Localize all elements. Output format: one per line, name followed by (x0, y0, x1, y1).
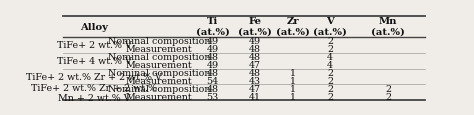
Text: 2: 2 (327, 37, 333, 46)
Text: Measurement: Measurement (126, 45, 192, 54)
Text: V
(at.%): V (at.%) (313, 17, 347, 36)
Text: TiFe+ 2 wt.% Zr + 2 wt.%
Mn + 2 wt.% V: TiFe+ 2 wt.% Zr + 2 wt.% Mn + 2 wt.% V (31, 83, 157, 102)
Text: Nominal composition: Nominal composition (108, 84, 210, 93)
Text: 4: 4 (327, 60, 333, 69)
Text: 48: 48 (249, 53, 261, 62)
Text: 48: 48 (207, 68, 219, 77)
Text: 2: 2 (327, 92, 333, 101)
Text: 43: 43 (249, 76, 261, 85)
Text: 48: 48 (249, 45, 261, 54)
Text: 47: 47 (249, 84, 261, 93)
Text: 2: 2 (327, 68, 333, 77)
Text: Alloy: Alloy (80, 22, 108, 31)
Text: Zr
(at.%): Zr (at.%) (275, 17, 310, 36)
Text: 41: 41 (249, 92, 261, 101)
Text: Ti
(at.%): Ti (at.%) (196, 17, 229, 36)
Text: 48: 48 (249, 68, 261, 77)
Text: Measurement: Measurement (126, 76, 192, 85)
Text: 2: 2 (327, 45, 333, 54)
Text: 49: 49 (207, 45, 219, 54)
Text: 1: 1 (290, 84, 295, 93)
Text: Nominal composition: Nominal composition (108, 68, 210, 77)
Text: 2: 2 (385, 84, 391, 93)
Text: 48: 48 (207, 53, 219, 62)
Text: 2: 2 (327, 76, 333, 85)
Text: 47: 47 (249, 60, 261, 69)
Text: 48: 48 (207, 84, 219, 93)
Text: Measurement: Measurement (126, 92, 192, 101)
Text: Nominal composition: Nominal composition (108, 53, 210, 62)
Text: TiFe+ 4 wt.% V: TiFe+ 4 wt.% V (57, 57, 132, 65)
Text: 1: 1 (290, 68, 295, 77)
Text: 2: 2 (385, 92, 391, 101)
Text: 53: 53 (207, 92, 219, 101)
Text: 1: 1 (290, 76, 295, 85)
Text: 49: 49 (207, 37, 219, 46)
Text: 4: 4 (327, 53, 333, 62)
Text: 2: 2 (327, 84, 333, 93)
Text: Measurement: Measurement (126, 60, 192, 69)
Text: 49: 49 (207, 60, 219, 69)
Text: 1: 1 (290, 92, 295, 101)
Text: 54: 54 (207, 76, 219, 85)
Text: Nominal composition: Nominal composition (108, 37, 210, 46)
Text: Fe
(at.%): Fe (at.%) (238, 17, 272, 36)
Text: TiFe+ 2 wt.% Zr + 2 wt.% V: TiFe+ 2 wt.% Zr + 2 wt.% V (26, 72, 162, 81)
Text: 49: 49 (249, 37, 261, 46)
Text: Mn
(at.%): Mn (at.%) (371, 17, 405, 36)
Text: TiFe+ 2 wt.% V: TiFe+ 2 wt.% V (57, 41, 132, 50)
